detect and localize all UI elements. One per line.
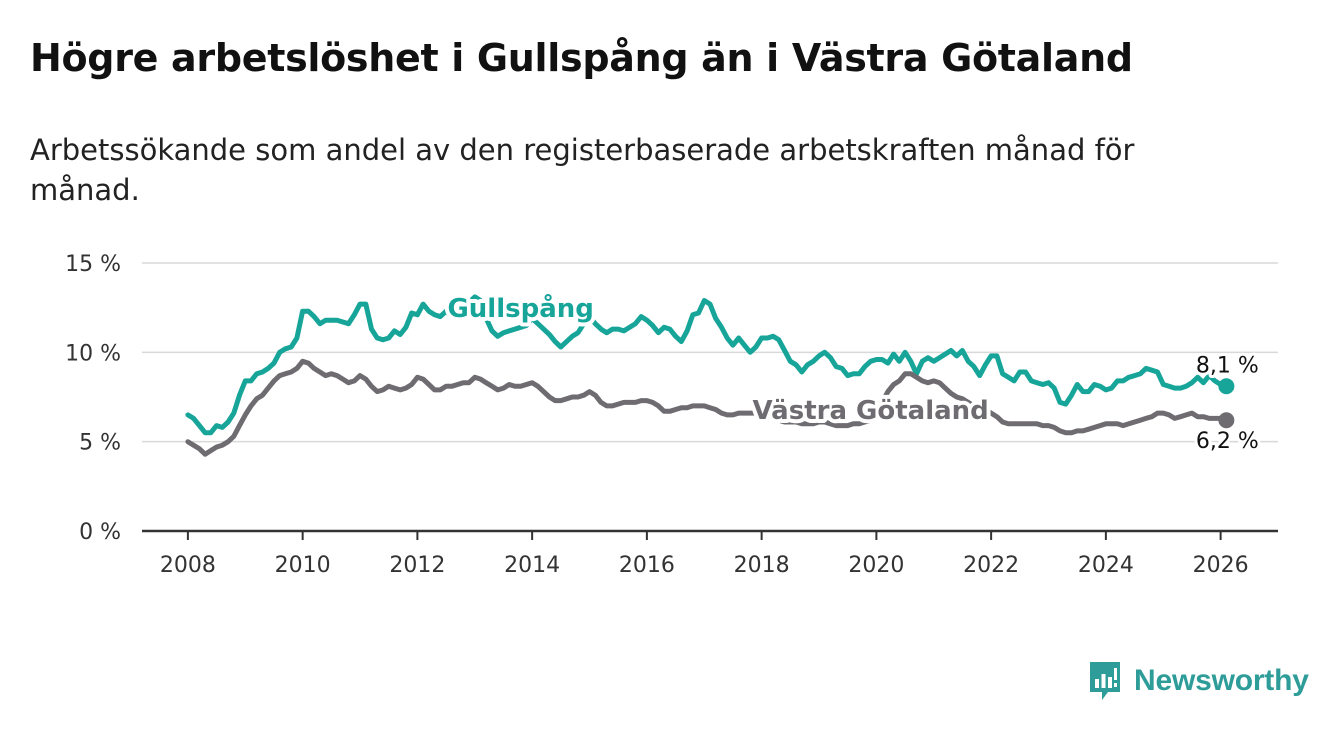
- series-label-gullspang: Gullspång: [447, 292, 593, 324]
- series-line-gullspang: [185, 294, 1229, 436]
- newsworthy-brand: Newsworthy: [1088, 660, 1309, 702]
- series-label-vastra-gotaland: Västra Götaland: [752, 396, 988, 426]
- y-tick-label: 5 %: [79, 431, 121, 456]
- x-tick-label: 2022: [963, 553, 1019, 578]
- end-value-label-gullspang: 8,1 %: [1196, 353, 1259, 378]
- x-tick-label: 2020: [848, 553, 904, 578]
- x-tick-label: 2016: [619, 553, 675, 578]
- series-end-marker: [1218, 412, 1235, 429]
- series-end-marker: [1218, 378, 1235, 395]
- x-tick-label: 2018: [734, 553, 790, 578]
- x-tick-label: 2010: [275, 553, 331, 578]
- chart-title: Högre arbetslöshet i Gullspång än i Väst…: [30, 36, 1133, 80]
- series-line-vastra-gotaland: [185, 358, 1229, 457]
- x-tick-label: 2014: [504, 553, 560, 578]
- x-tick-label: 2012: [389, 553, 445, 578]
- y-tick-label: 10 %: [65, 341, 121, 366]
- chart-subtitle: Arbetssökande som andel av den registerb…: [30, 133, 1135, 207]
- x-tick-label: 2026: [1193, 553, 1249, 578]
- brand-name: Newsworthy: [1134, 664, 1309, 697]
- end-value-label-vastra-gotaland: 6,2 %: [1196, 429, 1259, 454]
- newsworthy-logo-icon: [1090, 662, 1120, 700]
- y-tick-label: 15 %: [65, 252, 121, 277]
- y-tick-label: 0 %: [79, 520, 121, 545]
- x-tick-label: 2024: [1078, 553, 1134, 578]
- x-tick-label: 2008: [160, 553, 216, 578]
